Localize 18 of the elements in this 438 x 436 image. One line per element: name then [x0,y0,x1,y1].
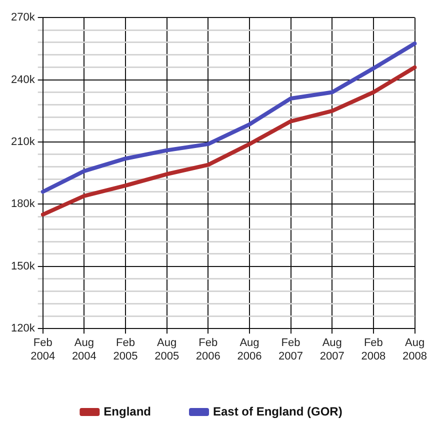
legend-label: East of England (GOR) [213,404,342,418]
y-tick-label: 270k [10,12,36,24]
y-tick-label: 210k [10,136,36,148]
x-tick-label: Feb 2006 [196,337,220,362]
y-tick-label: 180k [10,198,36,210]
x-tick-label: Feb 2004 [30,337,56,362]
x-tick-label: Feb 2005 [113,337,138,362]
x-tick-label: Feb 2008 [361,337,386,362]
y-tick-label: 120k [10,322,36,335]
x-tick-label: Aug 2007 [320,337,344,362]
legend-label: England [104,404,152,418]
y-tick-label: 150k [10,260,36,272]
x-tick-label: Aug 2005 [154,337,180,362]
x-tick-label: Feb 2007 [278,337,304,362]
x-tick-label: Aug 2004 [72,337,96,362]
y-tick-label: 240k [10,74,36,86]
x-tick-label: Aug 2006 [237,337,262,362]
x-tick-label: Aug 2008 [402,337,428,362]
